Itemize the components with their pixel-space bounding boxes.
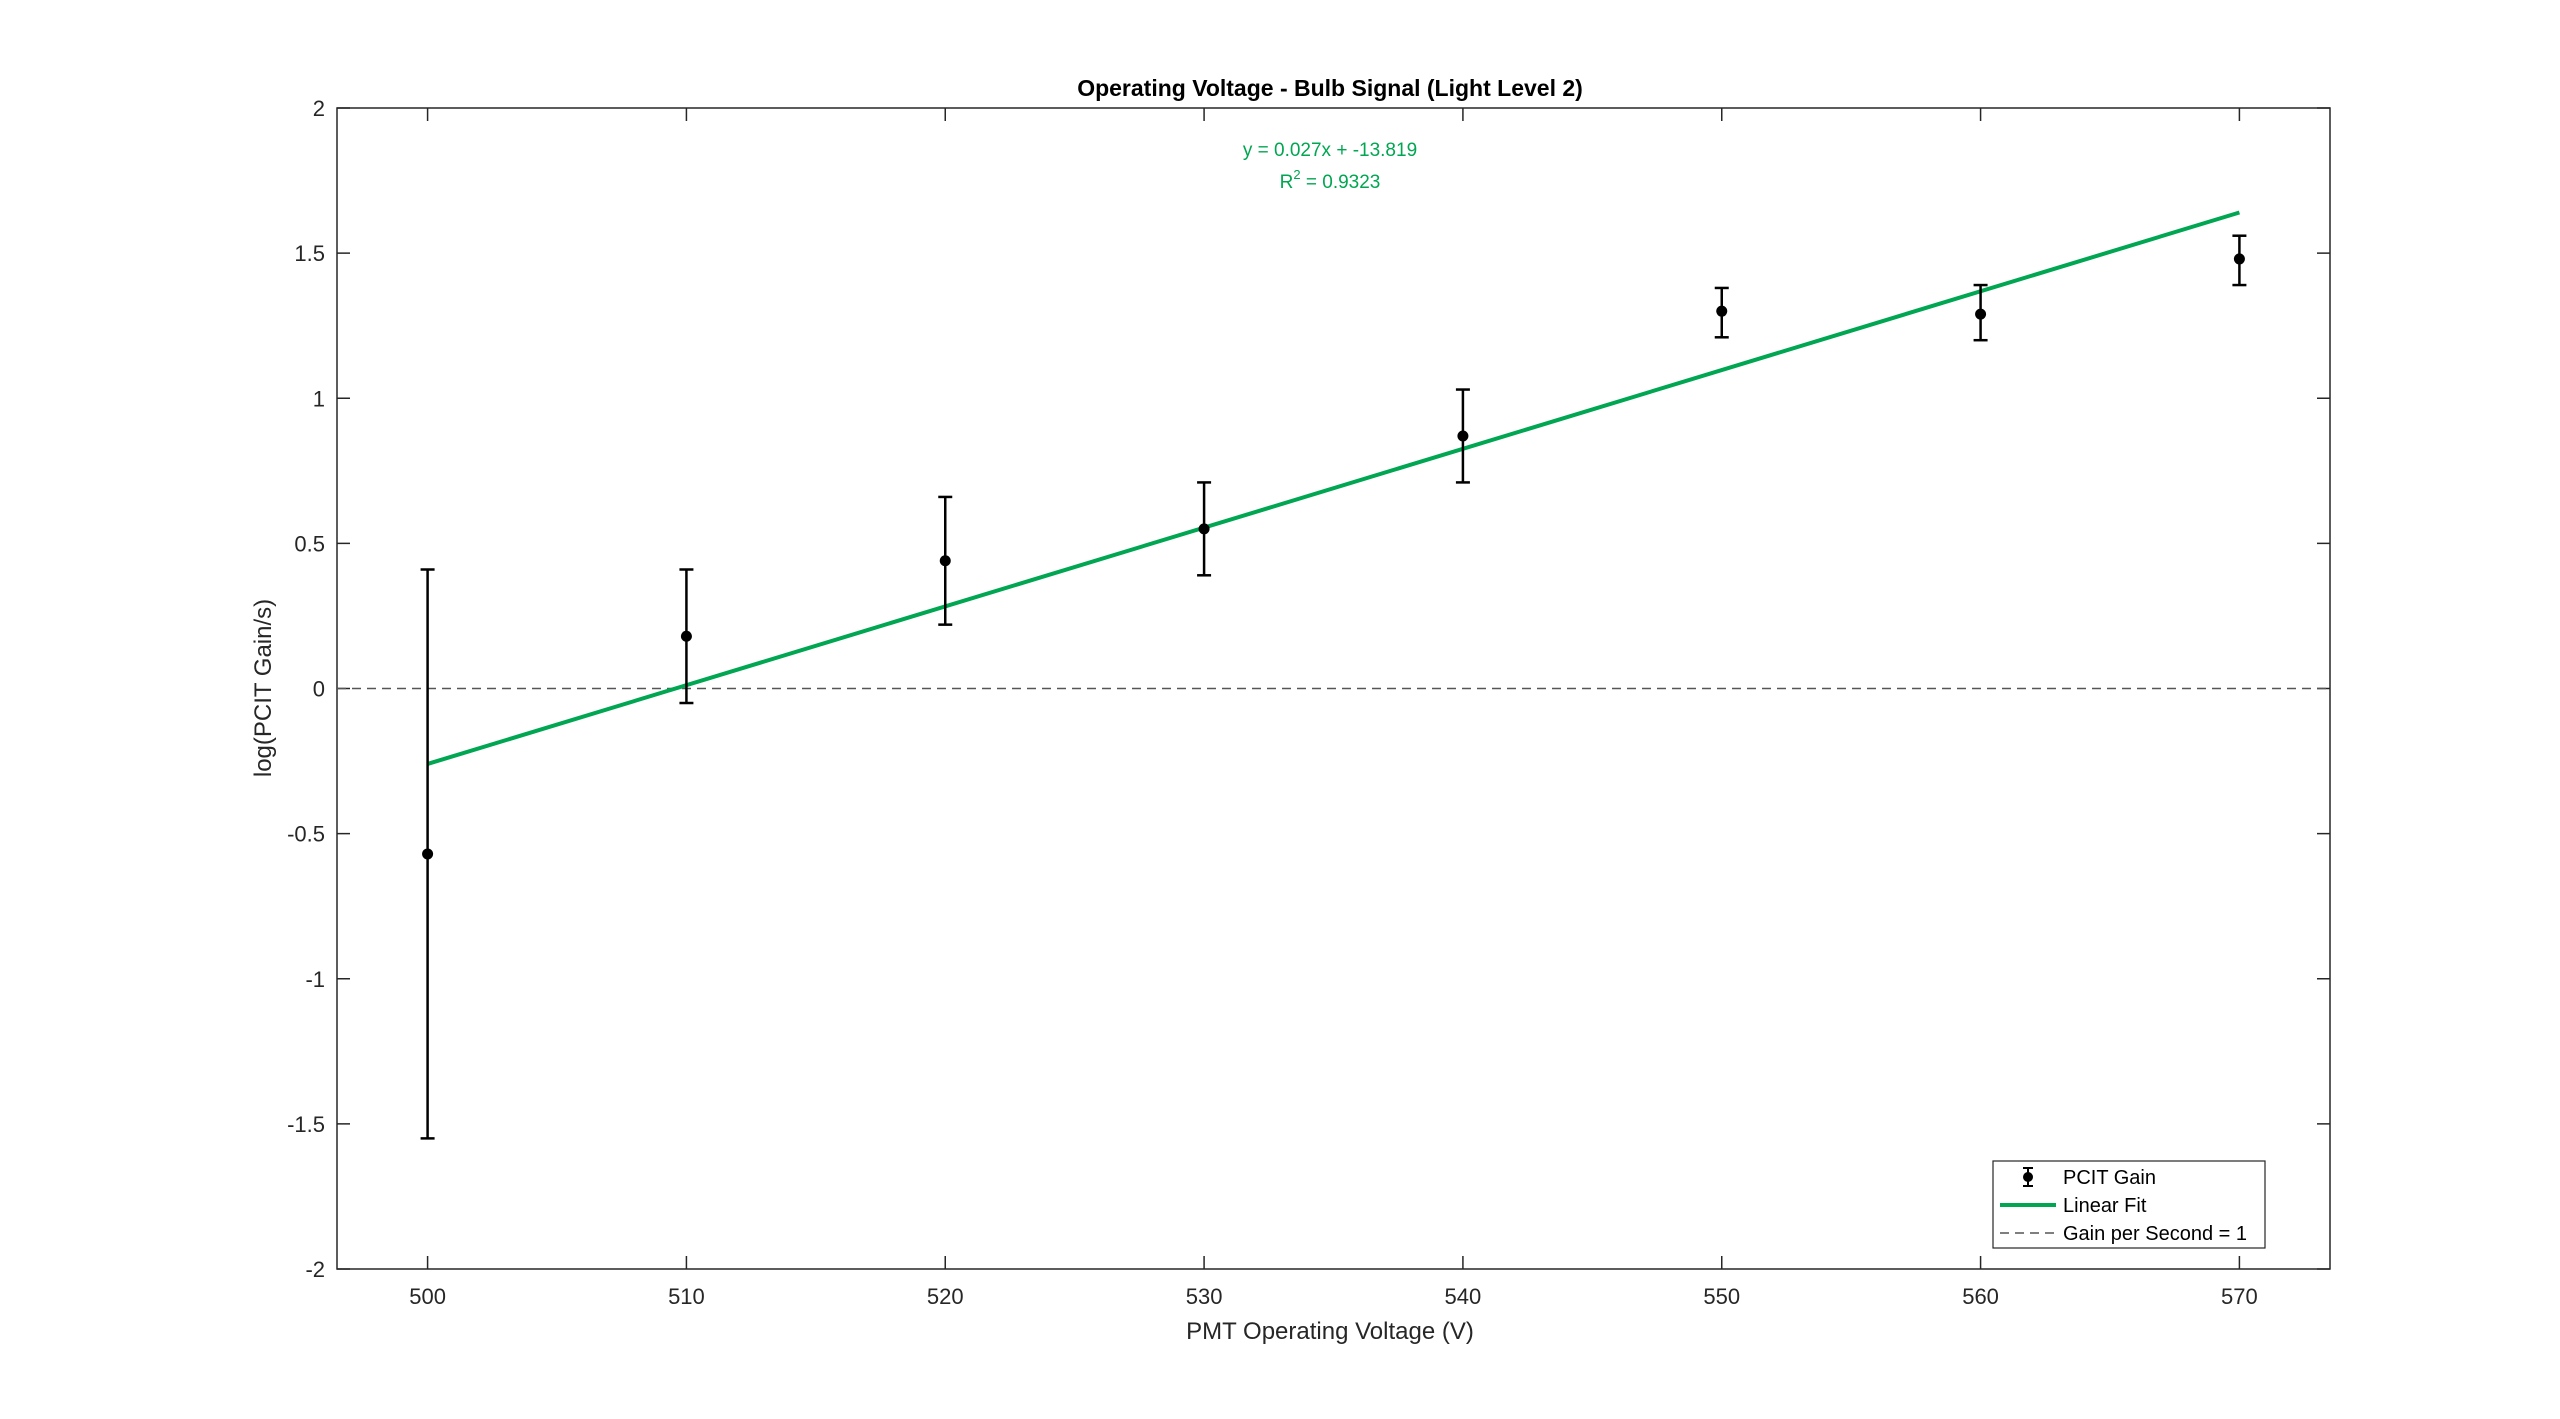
legend-label-pcit-gain: PCIT Gain: [2063, 1167, 2156, 1189]
fit-equation: y = 0.027x + -13.819: [1243, 140, 1417, 161]
x-tick-label: 540: [1445, 1284, 1482, 1309]
y-tick-label: -0.5: [287, 822, 325, 847]
chart-title: Operating Voltage - Bulb Signal (Light L…: [1077, 75, 1583, 101]
r2-exponent: 2: [1293, 167, 1300, 182]
x-tick-label: 530: [1186, 1284, 1223, 1309]
linear-fit-line: [427, 210, 2240, 766]
data-point: [1457, 430, 1469, 442]
x-tick-label: 560: [1962, 1284, 1999, 1309]
legend: PCIT Gain Linear Fit Gain per Second = 1: [1992, 1160, 2266, 1249]
y-tick-label: 1.5: [294, 241, 325, 266]
x-tick-label: 500: [409, 1284, 446, 1309]
data-point: [939, 555, 951, 567]
x-tick-label: 550: [1703, 1284, 1740, 1309]
data-point: [2233, 253, 2245, 265]
x-tick-label: 520: [927, 1284, 964, 1309]
y-tick-label: -1: [305, 967, 325, 992]
y-tick-label: 0: [313, 677, 325, 702]
legend-label-gain-per-second: Gain per Second = 1: [2063, 1223, 2247, 1245]
x-tick-label: 510: [668, 1284, 705, 1309]
x-tick-label: 570: [2221, 1284, 2258, 1309]
legend-label-linear-fit: Linear Fit: [2063, 1195, 2147, 1217]
x-tick-labels: 500 510 520 530 540 550 560 570: [409, 1284, 2258, 1309]
y-tick-labels: -2 -1.5 -1 -0.5 0 0.5 1 1.5 2: [287, 96, 325, 1282]
data-point: [680, 630, 692, 642]
legend-point-icon: [2023, 1172, 2033, 1182]
r2-prefix: R: [1280, 172, 1294, 193]
y-axis-label: log(PCIT Gain/s): [250, 599, 277, 777]
y-tick-label: -2: [305, 1257, 325, 1282]
y-tick-label: 2: [313, 96, 325, 121]
data-point: [1716, 305, 1728, 317]
data-point: [1975, 308, 1987, 320]
y-tick-label: 1: [313, 386, 325, 411]
y-tick-label: 0.5: [294, 531, 325, 556]
data-point: [1198, 523, 1210, 535]
axis-ticks: [337, 107, 2330, 1270]
pcit-gain-points: [422, 253, 2245, 860]
r2-suffix: = 0.9323: [1301, 172, 1381, 193]
y-tick-label: -1.5: [287, 1112, 325, 1137]
data-point: [422, 848, 434, 860]
x-axis-label: PMT Operating Voltage (V): [1186, 1318, 1474, 1345]
fit-r-squared: R2 = 0.9323: [1280, 167, 1381, 193]
